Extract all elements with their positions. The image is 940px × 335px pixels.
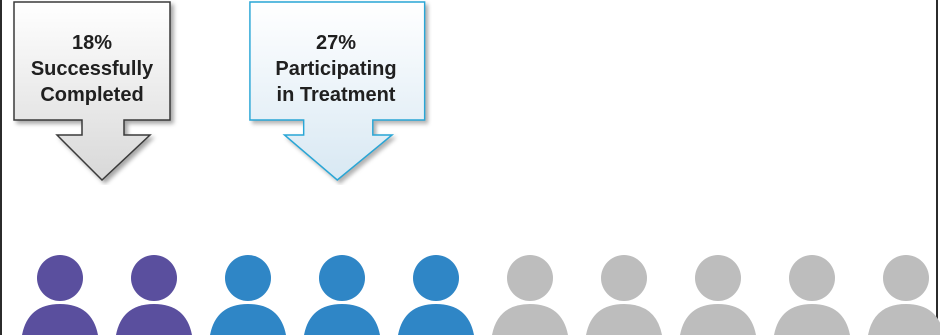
person-icon [20,254,100,335]
callout-participating-in-treatment: 27% Participating in Treatment [248,0,432,185]
person-icon [302,254,382,335]
callout-label-line: Completed [40,84,144,106]
person-icon [584,254,664,335]
callout-label-line: Participating [275,58,397,80]
callout-successfully-completed: 18% Successfully Completed [12,0,196,185]
person-icon [772,254,852,335]
person-icon [114,254,194,335]
person-icon [490,254,570,335]
down-arrow-callout-shape [13,1,171,182]
callout-percent: 18% [71,32,113,54]
down-arrow-callout-shape [249,1,426,181]
callout-label-line: Successfully [30,58,154,80]
person-icon [866,254,940,335]
person-icon [678,254,758,335]
callout-label-line: in Treatment [276,84,396,106]
person-icon [396,254,476,335]
callout-percent: 27% [315,32,357,54]
person-icon [208,254,288,335]
